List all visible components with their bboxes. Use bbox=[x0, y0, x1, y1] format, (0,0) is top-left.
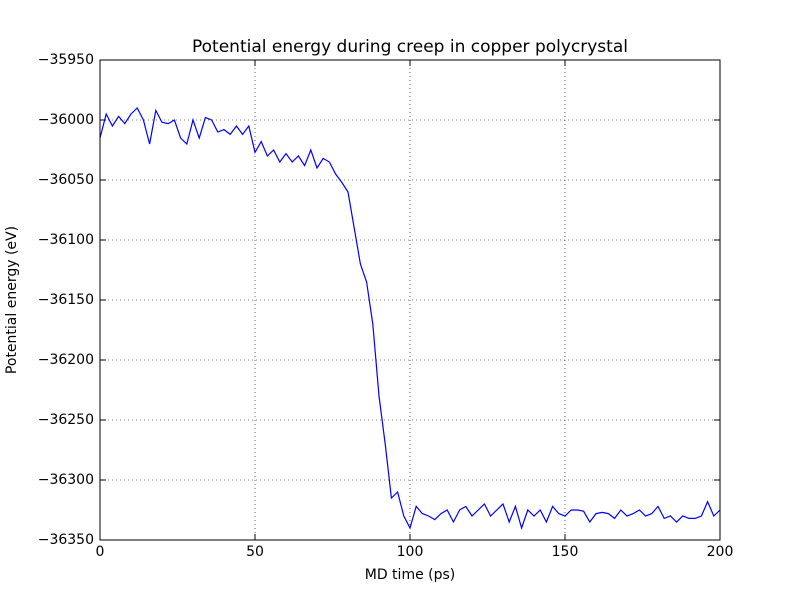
plot-frame bbox=[99, 59, 721, 541]
x-axis-label: MD time (ps) bbox=[365, 567, 456, 583]
y-tick-label: −36200 bbox=[38, 352, 94, 368]
y-tick-label: −36100 bbox=[38, 232, 94, 248]
x-tick-label: 50 bbox=[246, 544, 264, 560]
y-tick-label: −36350 bbox=[38, 532, 94, 548]
x-tick-label: 0 bbox=[96, 544, 105, 560]
y-axis-label: Potential energy (eV) bbox=[4, 226, 20, 374]
y-tick-label: −35950 bbox=[38, 52, 94, 68]
x-tick-label: 100 bbox=[397, 544, 424, 560]
y-tick-label: −36050 bbox=[38, 172, 94, 188]
y-tick-label: −36150 bbox=[38, 292, 94, 308]
x-tick-label: 200 bbox=[707, 544, 734, 560]
data-line bbox=[99, 107, 721, 530]
y-tick-label: −36000 bbox=[38, 112, 94, 128]
y-tick-label: −36250 bbox=[38, 412, 94, 428]
y-tick-label: −36300 bbox=[38, 472, 94, 488]
chart-title: Potential energy during creep in copper … bbox=[192, 37, 628, 57]
x-tick-label: 150 bbox=[552, 544, 579, 560]
